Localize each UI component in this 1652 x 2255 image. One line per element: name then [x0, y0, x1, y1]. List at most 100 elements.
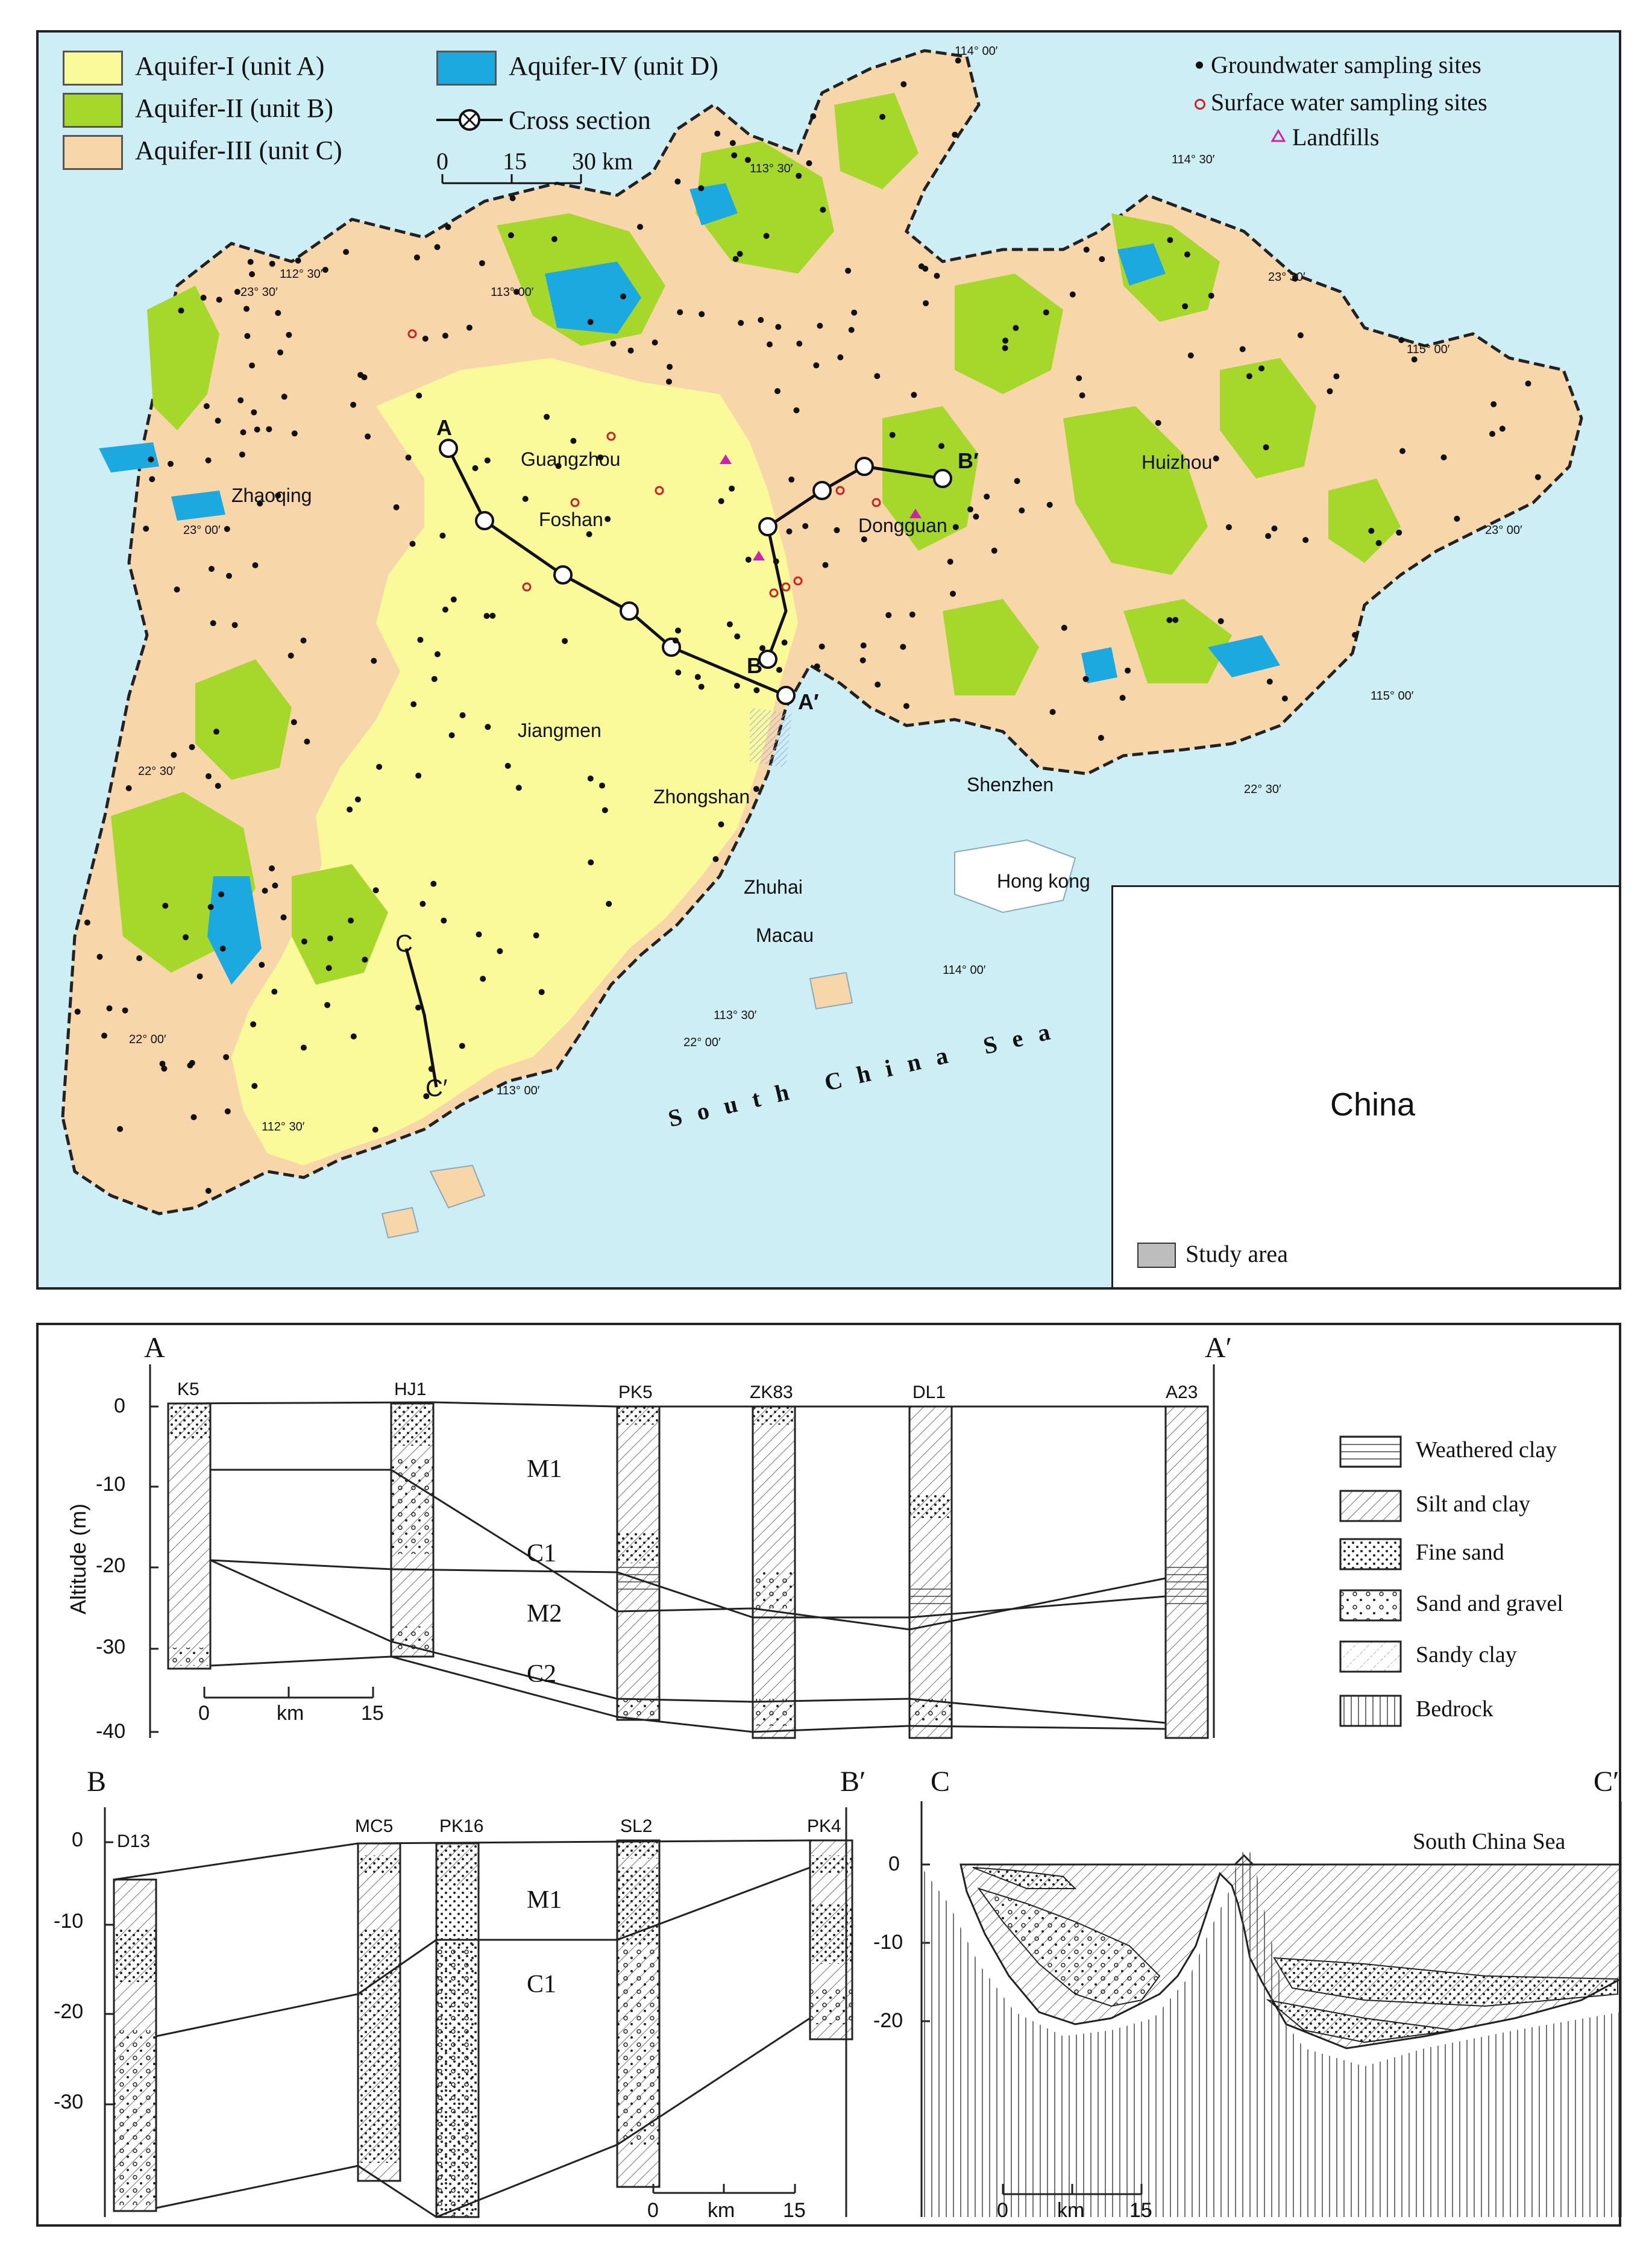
- groundwater-site-dot: [203, 403, 210, 409]
- groundwater-site-dot: [1019, 507, 1025, 514]
- groundwater-site-dot: [874, 373, 881, 380]
- a-unit-m2: M2: [527, 1600, 562, 1628]
- groundwater-site-dot: [509, 195, 516, 201]
- groundwater-site-dot: [240, 429, 247, 436]
- map-section-a-prime: A′: [798, 689, 819, 714]
- groundwater-site-dot: [1411, 356, 1418, 363]
- groundwater-site-dot: [667, 363, 673, 370]
- groundwater-site-dot: [900, 81, 907, 87]
- city-shenzhen: Shenzhen: [967, 774, 1054, 795]
- c-ytick-0: 0: [888, 1852, 900, 1875]
- groundwater-site-dot: [74, 1008, 81, 1015]
- coord-22-00-left: 22° 00′: [129, 1033, 166, 1046]
- legend-swatch-aquifer-3: [63, 135, 123, 170]
- groundwater-site-dot: [859, 657, 866, 663]
- b-scale-15: 15: [783, 2199, 806, 2222]
- section-b-diagram: [104, 1807, 853, 2218]
- groundwater-site-dot: [911, 392, 917, 398]
- groundwater-site-dot: [938, 443, 944, 450]
- groundwater-site-dot: [174, 586, 180, 593]
- groundwater-site-dot: [1182, 303, 1189, 310]
- groundwater-site-dot: [275, 492, 281, 499]
- groundwater-site-dot: [606, 900, 612, 907]
- groundwater-site-dot: [459, 1043, 465, 1049]
- groundwater-site-dot: [522, 495, 529, 502]
- groundwater-site-dot: [810, 113, 817, 119]
- groundwater-site-dot: [143, 525, 149, 532]
- groundwater-site-dot: [753, 687, 760, 694]
- groundwater-site-dot: [497, 948, 503, 955]
- groundwater-site-dot: [205, 1188, 212, 1194]
- groundwater-site-dot: [393, 504, 400, 510]
- groundwater-site-dot: [480, 976, 486, 982]
- coord-22-30-left: 22° 30′: [138, 765, 175, 778]
- groundwater-site-dot: [814, 663, 820, 670]
- city-huizhou: Huizhou: [1142, 451, 1213, 473]
- groundwater-site-dot: [445, 224, 451, 230]
- groundwater-site-dot: [733, 683, 740, 689]
- well-a23: A23: [1166, 1382, 1198, 1402]
- b-unit-c1: C1: [527, 1971, 557, 1998]
- groundwater-site-dot: [1352, 632, 1358, 638]
- groundwater-site-dot: [909, 611, 916, 618]
- groundwater-site-dot: [1281, 695, 1288, 702]
- groundwater-site-dot: [430, 880, 437, 887]
- groundwater-site-dot: [845, 268, 852, 274]
- groundwater-site-dot: [952, 524, 959, 530]
- groundwater-site-dot: [1265, 533, 1272, 539]
- groundwater-site-dot: [149, 476, 155, 483]
- groundwater-site-dot: [1302, 537, 1309, 544]
- groundwater-site-dot: [714, 130, 721, 137]
- groundwater-site-dot: [744, 157, 751, 163]
- groundwater-site-dot: [1079, 392, 1085, 399]
- groundwater-site-dot: [287, 653, 294, 659]
- groundwater-site-dot: [1263, 444, 1269, 451]
- groundwater-site-dot: [922, 265, 929, 272]
- groundwater-site-dot: [1489, 431, 1495, 437]
- section-a-y-ticks: [150, 1405, 159, 1733]
- c-ytick-20: -20: [873, 2009, 903, 2032]
- groundwater-site-dot: [767, 341, 773, 348]
- groundwater-site-dot: [712, 856, 719, 862]
- groundwater-site-dot: [788, 476, 795, 483]
- groundwater-site-dot: [372, 1126, 378, 1133]
- groundwater-site-dot: [286, 331, 292, 338]
- well-pk5: PK5: [618, 1382, 653, 1402]
- legend-weathered-clay: Weathered clay: [1416, 1437, 1557, 1463]
- groundwater-site-dot: [674, 178, 681, 185]
- groundwater-site-dot: [793, 407, 800, 413]
- groundwater-site-dot: [275, 310, 281, 316]
- groundwater-site-dot: [226, 572, 232, 579]
- groundwater-site-dot: [950, 591, 956, 597]
- coord-114-00-bottom: 114° 00′: [943, 964, 986, 977]
- groundwater-site-dot: [136, 955, 143, 962]
- groundwater-site-dot: [1246, 373, 1252, 380]
- groundwater-site-dot: [422, 336, 429, 342]
- section-a-left-label: A: [144, 1332, 165, 1364]
- groundwater-site-dot: [806, 160, 812, 166]
- groundwater-site-dot: [215, 418, 221, 424]
- groundwater-site-dot: [271, 988, 278, 995]
- b-scale-0: 0: [647, 2199, 659, 2222]
- groundwater-site-dot: [1226, 524, 1232, 530]
- coord-23-30-left: 23° 30′: [240, 286, 278, 299]
- groundwater-site-dot: [1375, 540, 1382, 547]
- landfill-sites: [720, 454, 922, 560]
- coord-23-30-right: 23° 30′: [1268, 271, 1305, 284]
- groundwater-site-dot: [875, 682, 881, 688]
- groundwater-site-dot: [210, 620, 216, 627]
- groundwater-site-dot: [515, 785, 522, 791]
- groundwater-site-dot: [734, 633, 741, 640]
- groundwater-site-dot: [773, 558, 779, 565]
- c-scale-unit: km: [1057, 2199, 1085, 2222]
- b-ytick-10: -10: [54, 1910, 84, 1933]
- section-b-left-label: B: [87, 1766, 107, 1798]
- a-ytick-30: -30: [96, 1636, 126, 1658]
- well-hj1: HJ1: [394, 1379, 427, 1399]
- legend-swatch-aquifer-1: [63, 51, 123, 86]
- map-section-b: B: [747, 653, 762, 678]
- groundwater-site-dot: [759, 645, 765, 651]
- legend-swatch-aquifer-4: [436, 51, 497, 86]
- map-section-c-prime: C′: [426, 1075, 448, 1102]
- cross-section-lines: [404, 447, 943, 1088]
